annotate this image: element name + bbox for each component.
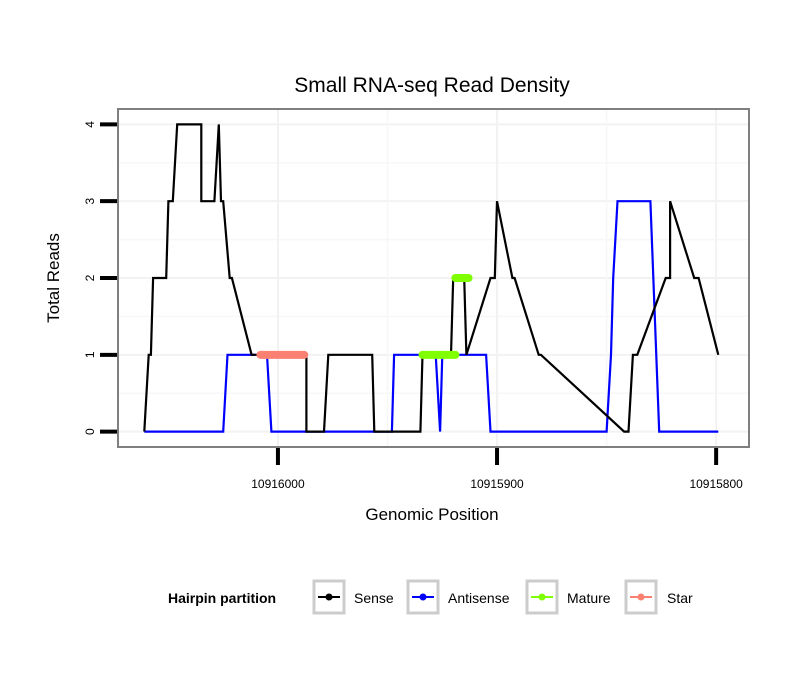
legend-item-antisense: Antisense: [406, 579, 510, 615]
series-layer: [143, 123, 720, 433]
y-axis: 0 1 2 3 4: [83, 121, 117, 435]
legend-key-point: [637, 593, 645, 601]
y-tick-label: 2: [83, 274, 97, 281]
x-tick-label: 10915900: [470, 477, 524, 491]
y-tick-label: 3: [83, 198, 97, 205]
legend-item-star: Star: [624, 579, 693, 615]
legend-key-point: [419, 593, 427, 601]
legend-label: Star: [667, 590, 693, 606]
plot-panel: [117, 108, 750, 448]
legend: Hairpin partition Sense Antisense Mature St…: [168, 579, 693, 615]
grid: [118, 109, 749, 447]
legend-item-mature: Mature: [525, 579, 611, 615]
y-axis-title: Total Reads: [44, 233, 63, 323]
x-axis: 10916000 10915900 10915800: [251, 448, 743, 491]
x-tick-label: 10915800: [689, 477, 743, 491]
legend-key-point: [325, 593, 333, 601]
legend-key-point: [538, 593, 546, 601]
series-sense-line: [143, 123, 720, 433]
legend-label: Antisense: [448, 590, 510, 606]
legend-label: Sense: [354, 590, 394, 606]
legend-label: Mature: [567, 590, 611, 606]
y-tick-label: 0: [83, 428, 97, 435]
x-axis-title: Genomic Position: [365, 505, 498, 524]
x-tick-label: 10916000: [251, 477, 305, 491]
legend-title: Hairpin partition: [168, 590, 276, 606]
y-tick-label: 4: [83, 121, 97, 128]
chart-title: Small RNA-seq Read Density: [294, 74, 570, 97]
legend-item-sense: Sense: [312, 579, 394, 615]
y-tick-label: 1: [83, 351, 97, 358]
